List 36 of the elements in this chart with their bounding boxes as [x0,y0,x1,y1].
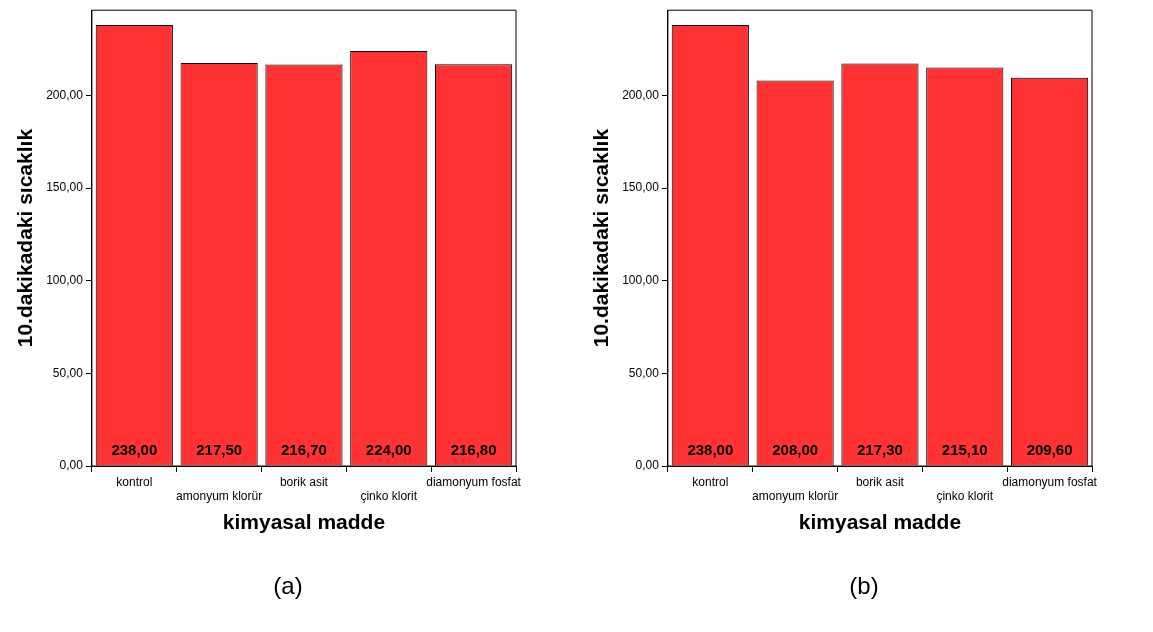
x-axis-title: kimyasal madde [798,510,962,534]
x-tick-label: borik asit [279,474,329,489]
x-tick-label: kontrol [116,474,153,489]
y-tick-label: 200,00 [46,87,84,102]
y-tick-label: 200,00 [622,87,660,102]
x-axis-title: kimyasal madde [222,510,386,534]
y-axis-title: 10.dakikadaki sıcaklık [589,128,613,348]
data-label: 215,10 [941,440,988,458]
y-tick-label: 50,00 [628,365,660,380]
y-tick-label: 0,00 [635,458,660,473]
y-tick-label: 100,00 [622,273,660,288]
data-label: 217,50 [196,440,243,458]
data-label: 216,80 [450,440,497,458]
data-label: 216,70 [281,440,327,458]
data-label: 217,30 [857,440,903,458]
data-label: 208,00 [772,440,819,458]
text: (a) [272,572,304,600]
x-tick-label: çinko klorit [360,488,418,503]
x-tick-label: amonyum klorür [752,488,839,503]
x-tick-label: amonyum klorür [176,488,263,503]
text: (b) [848,572,880,600]
data-label: 224,00 [365,440,412,458]
x-tick-label: çinko klorit [936,488,994,503]
y-tick-label: 150,00 [622,180,660,195]
x-tick-label: diamonyum fosfat [426,474,522,489]
x-tick-label: diamonyum fosfat [1002,474,1098,489]
y-tick-label: 50,00 [52,365,84,380]
y-tick-label: 0,00 [59,458,84,473]
y-tick-label: 100,00 [46,273,84,288]
y-axis-title: 10.dakikadaki sıcaklık [13,128,37,348]
x-tick-label: borik asit [855,474,905,489]
y-tick-label: 150,00 [46,180,84,195]
data-label: 238,00 [687,440,734,458]
data-label: 209,60 [1026,440,1073,458]
data-label: 238,00 [111,440,158,458]
x-tick-label: kontrol [692,474,729,489]
